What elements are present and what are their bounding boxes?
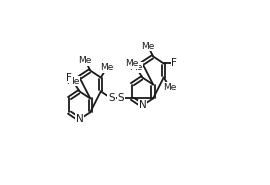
Text: Me: Me (163, 83, 177, 92)
Text: Me: Me (129, 63, 143, 72)
Text: N: N (139, 100, 146, 110)
Text: Me: Me (141, 42, 155, 51)
Text: F: F (171, 58, 177, 68)
Text: S: S (118, 93, 124, 103)
Text: Me: Me (125, 59, 138, 68)
Text: Me: Me (100, 63, 114, 72)
Text: Me: Me (66, 77, 80, 86)
Text: Me: Me (78, 56, 92, 65)
Text: S: S (108, 93, 115, 103)
Text: N: N (76, 114, 83, 124)
Text: F: F (66, 73, 72, 83)
